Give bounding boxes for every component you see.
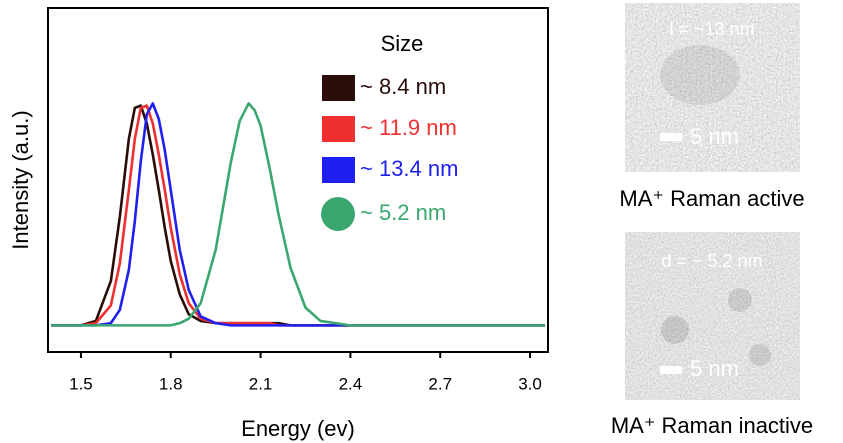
x-tick-label: 1.8	[159, 374, 183, 393]
line	[50, 102, 546, 327]
legend-marker	[321, 197, 355, 231]
x-tick-label: 2.4	[339, 374, 363, 393]
legend-marker	[322, 157, 355, 183]
x-tick-label: 1.5	[69, 374, 93, 393]
legend-label: ~ 13.4 nm	[360, 156, 458, 181]
legend-marker	[322, 75, 355, 101]
legend-title: Size	[381, 31, 424, 56]
x-tick-label: 2.1	[249, 374, 273, 393]
image-caption: MA⁺ Raman inactive	[611, 413, 813, 438]
image-label: d = ~ 5.2 nm	[661, 251, 762, 271]
legend-label: ~ 5.2 nm	[360, 200, 446, 225]
scale-bar	[660, 366, 682, 374]
image-caption: MA⁺ Raman active	[619, 186, 804, 211]
x-axis-label: Energy (ev)	[241, 416, 355, 441]
scale-bar	[660, 133, 682, 141]
scale-label: 5 nm	[690, 356, 739, 381]
tem-image	[625, 3, 800, 172]
tem-image	[625, 232, 800, 400]
x-tick-label: 3.0	[518, 374, 542, 393]
particle	[660, 45, 740, 105]
image-label: l = ~13 nm	[669, 19, 754, 39]
y-axis-label: Intensity (a.u.)	[8, 110, 33, 249]
legend-label: ~ 11.9 nm	[360, 115, 457, 140]
legend-marker	[322, 116, 355, 142]
scale-label: 5 nm	[690, 124, 739, 149]
plot-frame	[47, 7, 549, 353]
x-tick-label: 2.7	[428, 374, 452, 393]
legend-label: ~ 8.4 nm	[360, 74, 446, 99]
particle	[661, 316, 689, 344]
line	[50, 102, 546, 327]
particle	[749, 344, 771, 366]
particle	[728, 288, 752, 312]
